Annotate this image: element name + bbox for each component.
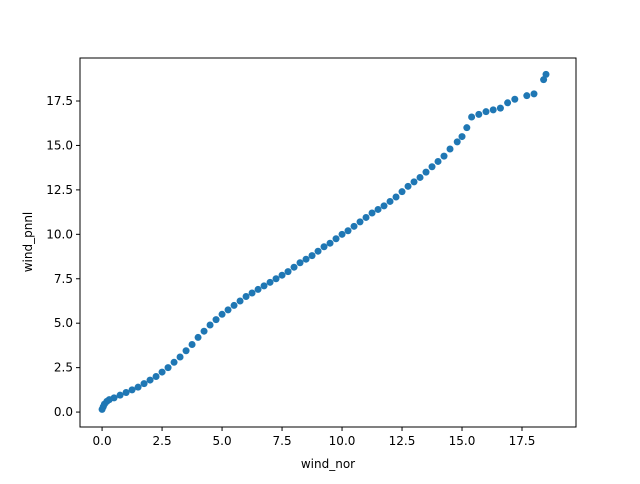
point	[338, 230, 346, 238]
point	[523, 92, 531, 100]
point	[482, 108, 490, 116]
point	[440, 152, 448, 160]
point	[475, 110, 483, 118]
point	[296, 259, 304, 267]
x-tick-label: 10.0	[329, 434, 356, 448]
y-tick-label: 7.5	[54, 272, 73, 286]
point	[122, 389, 130, 397]
point	[468, 113, 476, 121]
point	[290, 263, 298, 271]
point	[332, 235, 340, 243]
point	[218, 310, 226, 318]
point	[386, 197, 394, 205]
point	[272, 275, 280, 283]
y-tick-label: 5.0	[54, 316, 73, 330]
point	[236, 297, 244, 305]
point	[248, 289, 256, 297]
point	[368, 209, 376, 217]
point	[302, 255, 310, 263]
y-tick-label: 10.0	[46, 227, 73, 241]
point	[410, 178, 418, 186]
point	[134, 383, 142, 391]
point	[326, 239, 334, 247]
point	[542, 70, 550, 78]
point	[404, 182, 412, 190]
point	[344, 227, 352, 235]
y-tick-label: 2.5	[54, 361, 73, 375]
point	[314, 247, 322, 255]
point	[116, 391, 124, 399]
point	[146, 376, 154, 384]
point	[398, 188, 406, 196]
point	[158, 368, 166, 376]
point	[278, 271, 286, 279]
point	[374, 205, 382, 213]
point	[140, 380, 148, 388]
x-tick-label: 0.0	[93, 434, 112, 448]
point	[224, 306, 232, 314]
point	[392, 193, 400, 201]
point	[206, 321, 214, 329]
x-tick-label: 7.5	[273, 434, 292, 448]
point	[530, 90, 538, 98]
point	[511, 95, 519, 103]
point	[170, 358, 178, 366]
plot-frame	[79, 57, 577, 428]
point	[320, 243, 328, 251]
point	[176, 353, 184, 361]
point	[458, 133, 466, 141]
point	[540, 76, 548, 84]
point	[260, 282, 268, 290]
x-tick-label: 5.0	[213, 434, 232, 448]
point	[380, 202, 388, 210]
point	[356, 218, 364, 226]
point	[308, 252, 316, 260]
x-tick-label: 12.5	[389, 434, 416, 448]
y-axis-label: wind_pnnl	[21, 212, 35, 273]
y-tick-label: 17.5	[46, 94, 73, 108]
point	[496, 104, 504, 112]
point	[504, 99, 512, 107]
point	[254, 285, 262, 293]
y-tick-label: 12.5	[46, 183, 73, 197]
x-tick-label: 15.0	[449, 434, 476, 448]
x-axis-label: wind_nor	[301, 457, 355, 471]
point	[212, 316, 220, 324]
point	[230, 301, 238, 309]
point	[242, 293, 250, 301]
point	[188, 341, 196, 349]
point	[284, 268, 292, 276]
point	[446, 145, 454, 153]
point	[453, 138, 461, 146]
point	[128, 386, 136, 394]
point	[463, 124, 471, 132]
point	[362, 213, 370, 221]
point	[266, 278, 274, 286]
point	[434, 157, 442, 165]
y-tick-label: 0.0	[54, 405, 73, 419]
point	[164, 364, 172, 372]
point	[416, 173, 424, 181]
point	[110, 394, 118, 402]
point	[422, 168, 430, 176]
point	[194, 333, 202, 341]
point	[489, 106, 497, 114]
point	[350, 222, 358, 230]
point	[428, 163, 436, 171]
x-tick-label: 2.5	[153, 434, 172, 448]
point	[182, 347, 190, 355]
point	[152, 373, 160, 381]
point	[200, 327, 208, 335]
x-tick-label: 17.5	[509, 434, 536, 448]
y-tick-label: 15.0	[46, 138, 73, 152]
